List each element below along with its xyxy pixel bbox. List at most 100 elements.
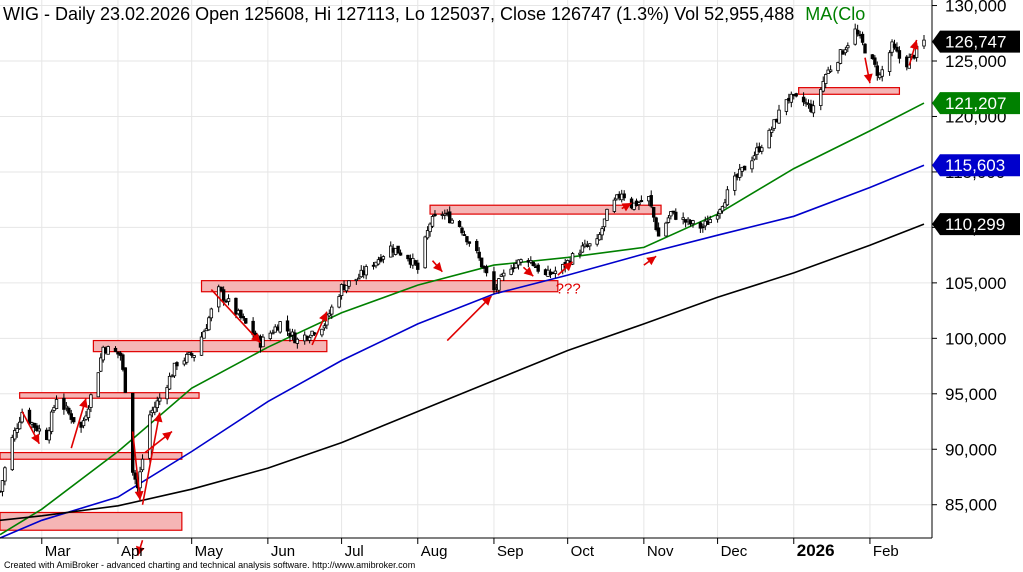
y-tick-label: 125,000 [945, 52, 1006, 71]
ma-blue-badge: 115,603 [932, 154, 1020, 177]
candle-body [406, 254, 410, 260]
candle-body [784, 99, 789, 112]
candle-body [330, 306, 334, 315]
candle-body [450, 219, 454, 224]
candle-body [597, 234, 602, 241]
candle-body [413, 260, 418, 265]
x-tick-label: Nov [647, 543, 674, 560]
candle-body [219, 286, 223, 292]
candle-body [81, 420, 86, 427]
candle-body [13, 430, 17, 440]
candle-body [425, 230, 430, 239]
candle-body [519, 259, 523, 263]
candle-body [465, 236, 469, 243]
candle-body [457, 220, 462, 227]
candle-body [376, 259, 381, 265]
arrow-head [319, 311, 328, 322]
price-badge: 126,747 [932, 30, 1020, 53]
candle-body [172, 362, 177, 377]
trend-arrow [311, 311, 328, 346]
candle-body [364, 266, 368, 276]
candle-body [337, 296, 341, 308]
candle-body [443, 213, 447, 216]
candle-body [760, 147, 764, 152]
ma-green-badge-text: 121,207 [945, 94, 1006, 113]
candle-body [873, 57, 877, 65]
candle-body [664, 222, 668, 237]
candle-body [821, 81, 825, 92]
candle-body [725, 189, 730, 206]
candle-body [484, 266, 489, 274]
candle-body [674, 211, 678, 220]
candle-body [428, 223, 432, 233]
candle-body [244, 318, 248, 324]
candle-body [15, 428, 19, 433]
candle-body [241, 316, 245, 319]
candle-body [320, 328, 324, 336]
candle-body [860, 33, 865, 43]
candle-body [853, 28, 857, 45]
candle-body [423, 236, 427, 269]
candle-body [605, 208, 609, 221]
candle-body [701, 226, 705, 229]
candle-body [863, 43, 867, 54]
candle-body [175, 362, 179, 367]
candle-body [344, 285, 349, 292]
candle-body [733, 175, 737, 191]
candle-body [86, 408, 91, 418]
candle-body [327, 313, 331, 317]
candle-body [89, 394, 93, 408]
arrow-head [79, 398, 88, 409]
candle-body [502, 272, 506, 277]
candle-body [475, 240, 479, 252]
arrow-head [481, 296, 492, 306]
arrow-head [251, 333, 261, 343]
candle-body [737, 168, 742, 178]
trend-arrow [863, 57, 873, 84]
candle-body [870, 54, 875, 59]
candle-body [855, 29, 860, 35]
candle-body [595, 238, 599, 245]
y-tick-label: 100,000 [945, 329, 1006, 348]
candle-body [622, 193, 626, 199]
candle-body [49, 411, 54, 432]
candle-body [10, 437, 14, 471]
candle-body [708, 219, 712, 224]
candle-body [448, 211, 452, 224]
y-tick-label: 105,000 [945, 274, 1006, 293]
candle-body [578, 252, 582, 255]
candle-body [843, 49, 848, 54]
ma-black-badge-text: 110,299 [945, 215, 1005, 234]
candle-body [155, 400, 159, 409]
candle-body [192, 355, 196, 358]
ma-line [0, 164, 925, 539]
footer-credit: Created with AmiBroker - advanced charti… [4, 560, 415, 570]
candle-body [106, 346, 110, 355]
candle-body [17, 421, 22, 430]
candle-body [123, 367, 128, 393]
candle-body [221, 289, 226, 301]
candle-body [167, 375, 172, 390]
candle-body [64, 405, 69, 409]
candle-body [804, 102, 808, 105]
candle-body [715, 215, 720, 220]
candle-body [158, 397, 162, 402]
candle-body [769, 129, 774, 133]
candle-body [666, 217, 671, 223]
candle-body [357, 277, 361, 280]
candle-body [649, 195, 653, 207]
candle-body [67, 407, 71, 414]
candle-body [632, 202, 636, 210]
candle-body [239, 309, 243, 318]
candle-body [600, 228, 604, 236]
candle-body [69, 413, 73, 420]
candle-body [118, 352, 123, 356]
grid [0, 0, 932, 538]
trend-arrow [621, 202, 632, 212]
candle-body [121, 354, 125, 370]
candle-body [588, 243, 592, 247]
x-axis-ticks: Mar Apr May Jun Jul Aug Sep Oct Nov Dec 2026 Feb [41, 538, 899, 560]
candle-body [654, 217, 658, 231]
candle-body [637, 202, 641, 205]
